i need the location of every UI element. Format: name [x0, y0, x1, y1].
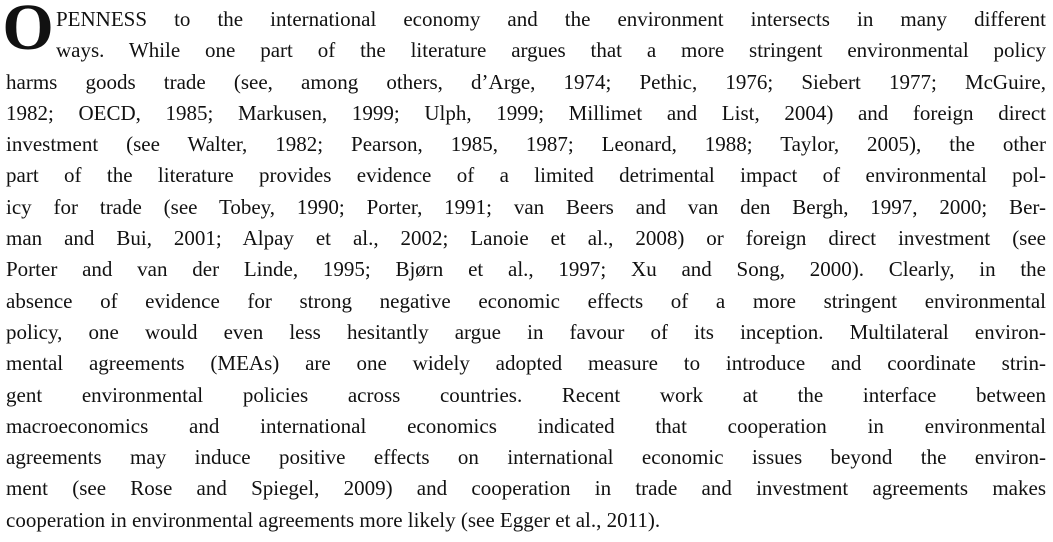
text-line: policy, one would even less hesitantly a…	[6, 317, 1046, 348]
text-line: gent environmental policies across count…	[6, 380, 1046, 411]
page: O PENNESS to the international economy a…	[0, 0, 1053, 542]
text-line: ways. While one part of the literature a…	[56, 35, 1046, 66]
text-line: macroeconomics and international economi…	[6, 411, 1046, 442]
text-line: mental agreements (MEAs) are one widely …	[6, 348, 1046, 379]
paragraph: PENNESS to the international economy and…	[6, 4, 1046, 536]
text-line: icy for trade (see Tobey, 1990; Porter, …	[6, 192, 1046, 223]
text-line: Porter and van der Linde, 1995; Bjørn et…	[6, 254, 1046, 285]
text-line: absence of evidence for strong negative …	[6, 286, 1046, 317]
text-line: investment (see Walter, 1982; Pearson, 1…	[6, 129, 1046, 160]
text-line: cooperation in environmental agreements …	[6, 505, 1046, 536]
text-line: ment (see Rose and Spiegel, 2009) and co…	[6, 473, 1046, 504]
text-line: 1982; OECD, 1985; Markusen, 1999; Ulph, …	[6, 98, 1046, 129]
text-line: part of the literature provides evidence…	[6, 160, 1046, 191]
text-line: man and Bui, 2001; Alpay et al., 2002; L…	[6, 223, 1046, 254]
text-line: agreements may induce positive effects o…	[6, 442, 1046, 473]
text-line: harms goods trade (see, among others, d’…	[6, 67, 1046, 98]
text-line: PENNESS to the international economy and…	[56, 4, 1046, 35]
